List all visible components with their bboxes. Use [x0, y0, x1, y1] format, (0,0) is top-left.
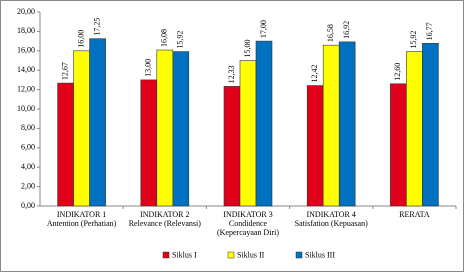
value-label: 17,25: [92, 18, 101, 36]
value-label: 15,00: [243, 40, 252, 58]
x-tick-label: INDIKATOR 2 Relevance (Relevansi): [128, 210, 201, 228]
bar: [172, 51, 190, 207]
bar: [322, 44, 340, 207]
value-label: 12,67: [60, 62, 69, 80]
y-tick-label: 10,00: [17, 104, 35, 113]
value-label: 15,92: [176, 31, 185, 49]
y-tick-label: 6,00: [21, 143, 35, 152]
y-tick-label: 14,00: [17, 65, 35, 74]
value-label: 12,60: [393, 63, 402, 81]
value-label: 12,42: [310, 65, 319, 83]
x-tick-label: INDIKATOR 4 Satisfation (Kepuasan): [294, 210, 368, 228]
value-label: 13,00: [144, 59, 153, 77]
value-label: 16,77: [425, 22, 434, 40]
value-label: 16,00: [76, 30, 85, 48]
bar: [255, 40, 273, 207]
legend-swatch: [227, 251, 235, 259]
legend-swatch: [295, 251, 303, 259]
bar: [239, 60, 257, 207]
legend-label: Siklus III: [305, 250, 335, 259]
bar: [223, 86, 241, 207]
value-label: 15,92: [409, 31, 418, 49]
bar: [338, 41, 356, 207]
bar: [406, 51, 423, 207]
value-label: 12,33: [227, 65, 236, 83]
legend-swatch: [162, 251, 170, 259]
y-tick-label: 12,00: [17, 84, 35, 93]
x-tick-label: RERATA: [399, 210, 430, 219]
y-tick-label: 16,00: [17, 46, 35, 55]
y-tick-label: 8,00: [21, 123, 35, 132]
bar: [57, 82, 74, 207]
legend-label: Siklus II: [237, 250, 265, 259]
bar: [89, 38, 106, 207]
x-tick-label: INDIKATOR 3 Condidence (Kepercayaan Diri…: [217, 210, 279, 237]
bar: [390, 83, 407, 207]
y-tick-label: 18,00: [17, 26, 35, 35]
bar: [306, 85, 324, 207]
value-label: 17,00: [259, 20, 268, 38]
legend-label: Siklus I: [172, 250, 197, 259]
y-tick-label: 2,00: [21, 181, 35, 190]
bar: [140, 79, 158, 207]
bar: [73, 50, 90, 207]
y-tick-label: 20,00: [17, 7, 35, 16]
value-label: 16,58: [326, 24, 335, 42]
bar: [422, 43, 439, 207]
y-tick-label: 0,00: [21, 201, 35, 210]
value-label: 16,08: [160, 29, 169, 47]
bar: [156, 49, 174, 207]
value-label: 16,92: [342, 21, 351, 39]
y-tick-label: 4,00: [21, 162, 35, 171]
x-tick-label: INDIKATOR 1 Antention (Perhatian): [46, 210, 117, 228]
